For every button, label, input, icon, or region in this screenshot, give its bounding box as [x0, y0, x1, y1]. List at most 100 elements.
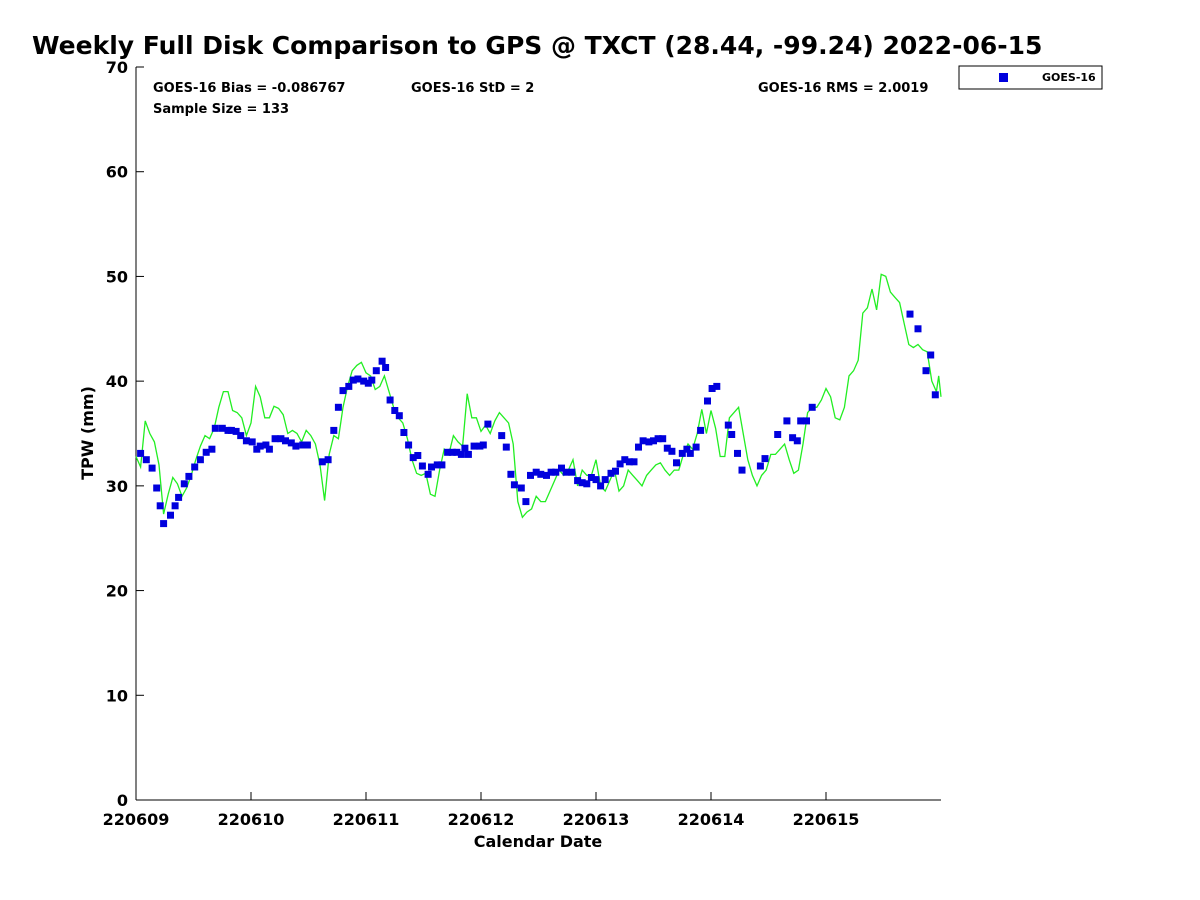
y-tick-label: 10 [106, 686, 128, 705]
goes-point [470, 442, 478, 450]
goes-point [761, 455, 769, 463]
goes-point [391, 407, 399, 414]
goes-point [583, 480, 591, 488]
goes-point [734, 449, 741, 457]
goes-point [218, 424, 226, 432]
goes-point [479, 441, 487, 449]
goes-point [578, 479, 586, 487]
goes-point [621, 456, 629, 464]
goes-point [354, 375, 362, 383]
y-ticks: 0 10 20 30 40 50 60 70 [106, 58, 144, 810]
bias-stat: GOES-16 Bias = -0.086767 [153, 81, 345, 96]
goes-point [597, 482, 605, 490]
goes-point [552, 468, 560, 476]
y-tick-label: 20 [106, 582, 128, 601]
goes-point [639, 437, 647, 445]
goes-point [659, 435, 667, 443]
goes-point [728, 431, 736, 438]
x-tick-label: 220611 [333, 810, 400, 829]
goes-point [318, 458, 326, 466]
goes-point [510, 481, 518, 489]
goes-point [797, 417, 805, 425]
goes-point [438, 461, 446, 469]
goes-point [453, 448, 461, 456]
goes-point [156, 502, 164, 510]
goes-point [724, 421, 732, 429]
goes-point [265, 445, 273, 453]
goes-point [574, 477, 582, 485]
goes-point [793, 437, 801, 445]
goes-point [232, 427, 240, 435]
goes-point [668, 447, 676, 455]
goes-point [704, 397, 711, 405]
goes-point [372, 367, 380, 375]
goes-point [242, 437, 250, 445]
chart-title: Weekly Full Disk Comparison to GPS @ TXC… [32, 31, 1042, 60]
goes-point [592, 476, 600, 484]
goes-point [299, 441, 307, 449]
y-tick-label: 70 [106, 58, 128, 77]
goes-point [339, 387, 347, 395]
goes-point [663, 444, 671, 452]
goes-point [378, 357, 386, 365]
goes-point [612, 467, 619, 475]
goes-point [191, 463, 199, 471]
goes-point [444, 448, 452, 456]
goes-point [692, 443, 700, 451]
goes-point [256, 442, 264, 450]
goes-point [803, 417, 810, 425]
goes-point [558, 464, 565, 472]
goes-point [287, 439, 295, 447]
goes-point [756, 462, 764, 470]
goes-point [616, 460, 624, 468]
goes-point [673, 459, 680, 467]
x-ticks: 220609 220610 220611 220612 220613 220614 2206… [103, 792, 860, 829]
goes-point [414, 452, 422, 459]
y-tick-label: 30 [106, 477, 128, 496]
goes-point [142, 456, 150, 464]
goes-point [543, 471, 550, 479]
goes-point [180, 480, 188, 488]
goes-point [324, 456, 332, 464]
x-tick-label: 220613 [563, 810, 630, 829]
y-tick-label: 50 [106, 267, 128, 286]
goes-point [547, 468, 555, 476]
goes-point [227, 426, 235, 434]
goes-point [409, 454, 417, 462]
goes-point [527, 471, 534, 479]
goes-point [292, 442, 300, 450]
goes-point [461, 444, 469, 452]
plot-area [136, 67, 941, 800]
y-tick-label: 40 [106, 372, 128, 391]
goes-series [137, 310, 939, 528]
goes-point [457, 450, 465, 458]
goes-point [282, 437, 289, 445]
goes-point [428, 463, 435, 471]
goes-point [175, 493, 183, 501]
goes-point [625, 458, 633, 466]
goes-point [568, 468, 576, 476]
x-tick-label: 220615 [793, 810, 860, 829]
goes-point [738, 466, 746, 474]
goes-point [171, 502, 179, 510]
goes-point [303, 441, 311, 449]
goes-point [789, 434, 797, 442]
goes-point [630, 458, 638, 466]
x-tick-label: 220614 [678, 810, 745, 829]
goes-point [931, 391, 939, 399]
goes-point [808, 403, 816, 411]
goes-point [587, 474, 595, 481]
x-tick-label: 220609 [103, 810, 170, 829]
gps-line [135, 273, 942, 519]
goes-point [345, 382, 353, 390]
goes-point [433, 461, 441, 469]
goes-point [330, 426, 338, 434]
x-tick-label: 220610 [218, 810, 285, 829]
goes-point [424, 470, 432, 478]
goes-point [537, 470, 545, 478]
gps-series [135, 273, 942, 519]
goes-point [148, 464, 156, 472]
goes-point [906, 310, 914, 318]
goes-point [334, 403, 342, 411]
